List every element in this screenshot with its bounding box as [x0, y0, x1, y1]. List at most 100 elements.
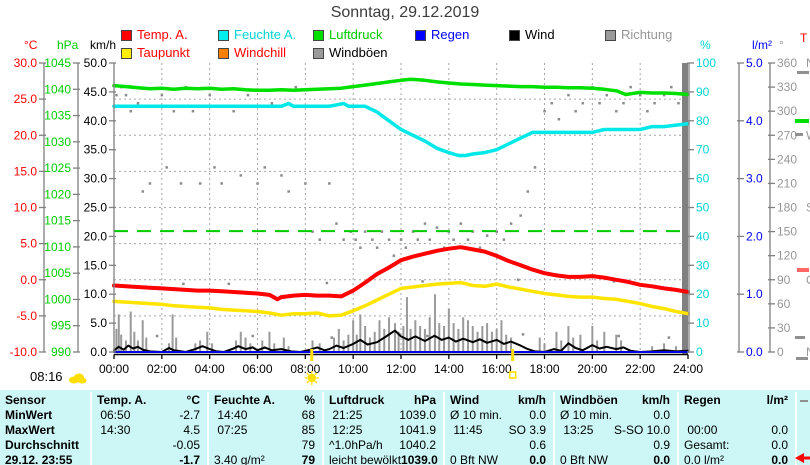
time-tick-label: 12:00	[386, 362, 416, 376]
cell-value: 0.6	[529, 437, 546, 452]
tick-label: 35.0	[84, 143, 108, 157]
table-header-Sensor: Sensor	[0, 392, 90, 407]
cell-time: 3.40 g/m²	[214, 452, 265, 465]
tick-label: 45.0	[84, 85, 108, 99]
cell-r0-c0: 06:50 -2.7	[90, 407, 207, 422]
header-unit: °C	[186, 392, 200, 407]
header-unit: km/h	[641, 392, 670, 407]
cell-r0-c1: 14:40 68	[207, 407, 322, 422]
tick-label: 1045	[44, 56, 71, 70]
legend-label: Taupunkt	[137, 45, 190, 60]
cell-time: leicht bewölkt	[329, 452, 402, 465]
header-name: Feuchte A.	[214, 392, 275, 407]
tick-label: 3.0	[746, 172, 763, 186]
tick-label: 1.0	[746, 287, 763, 301]
header-unit: l/m²	[766, 392, 788, 407]
cell-r0-c2: 21:25 1039.0	[322, 407, 443, 422]
row-label-text: MaxWert	[5, 422, 55, 437]
tick-label: -10.0	[10, 345, 38, 359]
cell-time: 14:40	[214, 407, 248, 422]
cell-r3-c2: leicht bewölkt 1039.0	[322, 452, 443, 465]
legend-label: Luftdruck	[329, 27, 383, 42]
scroll-indicator-icon[interactable]	[795, 450, 810, 463]
tick-label: 0	[696, 345, 703, 359]
tick-label: 150	[777, 225, 797, 239]
table-header-stub	[795, 392, 810, 407]
legend-item-luftdruck: Luftdruck	[313, 27, 383, 42]
cell-r1-c3: 11:45 SO 3.9	[443, 422, 553, 437]
luftdruck-line	[112, 77, 690, 97]
tick-label: 1000	[44, 292, 71, 306]
axis-hpa: 990 995 1000 1005 1010 1015 1020 1025 1030 1035 10…	[44, 38, 80, 359]
cell-r3-c0: -1.7	[90, 452, 207, 465]
cell-r2-c3: 0.6	[443, 437, 553, 452]
table-header-Temp. A.: Temp. A. °C	[90, 392, 207, 407]
clipped-axis-label: T	[800, 31, 808, 45]
tick-label: 1030	[44, 135, 71, 149]
tick-label: 0.0	[90, 345, 107, 359]
row-label-text: 29.12. 23:55	[5, 452, 73, 465]
cell-value: 0.0	[771, 422, 788, 437]
taupunkt-color-swatch-icon	[121, 47, 132, 59]
cell-time: Gesamt:	[684, 437, 730, 452]
axis-c: -10.0 -5.0 0.0 5.0 10.0 15.0 20.0 25.0 30.0 °C	[10, 38, 46, 359]
cell-value: -1.7	[179, 452, 200, 465]
legend-label: Windböen	[329, 45, 388, 60]
header-unit: %	[304, 392, 315, 407]
cell-value: 0.9	[653, 437, 670, 452]
table-header-Wind: Wind km/h	[443, 392, 553, 407]
axis-unit-label: km/h	[90, 38, 116, 52]
cloud-icon	[68, 373, 87, 384]
cell-value: 1039.0	[401, 452, 438, 465]
compass-letter: W	[806, 128, 810, 142]
sunrise-time: 08:16	[30, 369, 63, 384]
tick-label: 30.0	[14, 56, 38, 70]
time-tick-label: 08:00	[290, 362, 320, 376]
tick-label: 180	[777, 201, 797, 215]
legend-label: Wind	[525, 27, 555, 42]
cell-r0-c4: Ø 10 min. 0.0	[553, 407, 677, 422]
cell-r2-c5: Gesamt: 0.0	[677, 437, 795, 452]
cell-value: -0.05	[172, 437, 200, 452]
axis-unit-label: hPa	[57, 38, 79, 52]
time-tick-label: 00:00	[99, 362, 129, 376]
cell-r1-c0: 14:30 4.5	[90, 422, 207, 437]
windboeen-bars	[115, 294, 685, 352]
axis-: 0 N 30 60 90 O 120 150 180 S 210 240 270 W 300 330 360 N °	[768, 38, 810, 359]
row-label: Durchschnitt	[0, 437, 90, 452]
time-tick-label: 20:00	[577, 362, 607, 376]
cell-r1-c2: 12:25 1041.9	[322, 422, 443, 437]
legend-item-windchill: Windchill	[218, 46, 286, 59]
cell-value: 68	[301, 407, 315, 422]
summary-table: Sensor Temp. A. °C Feuchte A.% Luftdruck hPa W…	[0, 390, 810, 465]
cell-value: 1040.2	[399, 437, 436, 452]
edge-mark	[795, 119, 809, 123]
richtung-scatter	[115, 85, 687, 339]
weather-chart: -10.0 -5.0 0.0 5.0 10.0 15.0 20.0 25.0 30.0 °C 990…	[10, 31, 810, 385]
cell-time: 0 Bft NW	[560, 452, 609, 465]
table-header-Regen: Regen l/m²	[677, 392, 795, 407]
cell-time: 0 Bft NW	[450, 452, 499, 465]
tick-label: 1035	[44, 109, 71, 123]
time-tick-label: 24:00	[673, 362, 703, 376]
tick-label: 0	[777, 345, 784, 359]
compass-letter: S	[806, 201, 810, 215]
tick-label: 30	[777, 321, 791, 335]
time-tick-label: 14:00	[434, 362, 464, 376]
tick-label: 2.0	[746, 229, 763, 243]
cell-value: 79	[301, 452, 315, 465]
axis-unit-label: l/m²	[752, 38, 772, 52]
tick-label: 60	[777, 297, 791, 311]
tick-label: 300	[777, 104, 797, 118]
legend-item-windboeen: Windböen	[313, 45, 388, 60]
feuchte-color-swatch-icon	[218, 29, 229, 41]
table-header-Feuchte A.: Feuchte A.%	[207, 392, 322, 407]
cell-value: 85	[301, 422, 315, 437]
tick-label: 360	[777, 56, 797, 70]
legend-item-temp: Temp. A.	[121, 28, 188, 41]
time-axis: 00:00 02:00 04:00 06:00 08:00 10:00 12:00 14:00…	[99, 353, 703, 376]
legend-label: Feuchte A.	[234, 27, 297, 42]
tick-label: 995	[51, 319, 71, 333]
wind-line	[113, 329, 689, 353]
